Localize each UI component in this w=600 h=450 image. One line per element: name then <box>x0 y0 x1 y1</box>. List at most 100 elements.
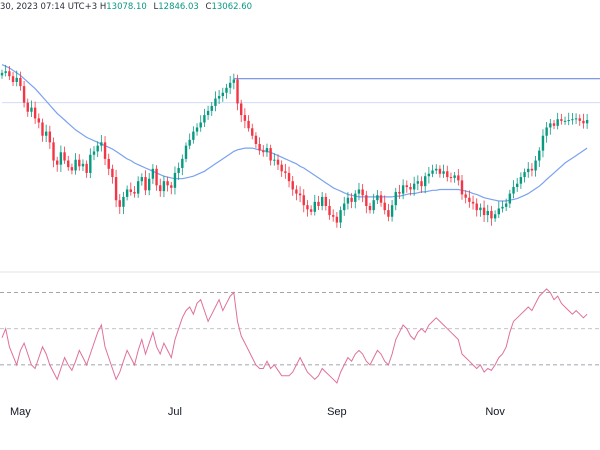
candle[interactable] <box>486 204 489 223</box>
candle[interactable] <box>133 185 136 198</box>
candle[interactable] <box>571 113 574 125</box>
candle[interactable] <box>30 100 33 118</box>
candle[interactable] <box>70 163 74 175</box>
candle[interactable] <box>48 125 52 149</box>
candle[interactable] <box>254 132 258 148</box>
candle[interactable] <box>376 189 379 205</box>
candle[interactable] <box>251 123 254 140</box>
candle[interactable] <box>446 165 449 182</box>
candle[interactable] <box>0 69 4 79</box>
candle[interactable] <box>37 113 40 129</box>
candle[interactable] <box>475 198 478 217</box>
candle[interactable] <box>287 166 291 188</box>
candle[interactable] <box>516 177 519 192</box>
candle[interactable] <box>41 118 44 142</box>
candle[interactable] <box>560 113 563 125</box>
candle[interactable] <box>501 200 504 213</box>
candle[interactable] <box>155 165 158 191</box>
candle[interactable] <box>538 147 541 167</box>
candle[interactable] <box>217 90 221 105</box>
candle[interactable] <box>118 194 121 214</box>
candle[interactable] <box>354 190 357 209</box>
candle[interactable] <box>390 200 394 222</box>
candle[interactable] <box>125 185 129 201</box>
candle[interactable] <box>372 193 375 214</box>
candle[interactable] <box>361 184 364 203</box>
candle[interactable] <box>567 112 570 126</box>
candle[interactable] <box>96 141 99 158</box>
candle[interactable] <box>56 156 59 172</box>
candle[interactable] <box>103 136 107 165</box>
candle[interactable] <box>490 205 493 226</box>
candle[interactable] <box>177 162 180 180</box>
candle[interactable] <box>508 189 512 208</box>
candle[interactable] <box>405 180 408 193</box>
candle[interactable] <box>493 210 497 222</box>
candle[interactable] <box>232 73 236 90</box>
candle[interactable] <box>63 146 66 164</box>
candle[interactable] <box>284 163 287 179</box>
candle[interactable] <box>111 164 114 184</box>
candle[interactable] <box>339 206 342 228</box>
candle[interactable] <box>431 164 434 178</box>
candle[interactable] <box>33 101 37 124</box>
candle[interactable] <box>22 81 26 108</box>
candle[interactable] <box>144 170 147 196</box>
candle[interactable] <box>19 71 22 91</box>
candle[interactable] <box>368 202 372 214</box>
candle[interactable] <box>258 137 261 155</box>
candle[interactable] <box>545 122 548 143</box>
candle[interactable] <box>184 142 188 163</box>
candle[interactable] <box>140 173 144 186</box>
candle[interactable] <box>512 180 515 199</box>
candle[interactable] <box>401 179 405 200</box>
candle[interactable] <box>273 153 276 166</box>
candle[interactable] <box>15 70 18 87</box>
candle[interactable] <box>442 164 445 178</box>
candle[interactable] <box>519 172 523 189</box>
candle[interactable] <box>324 193 328 211</box>
candle[interactable] <box>236 74 239 111</box>
candle[interactable] <box>435 164 438 175</box>
candle[interactable] <box>578 114 581 126</box>
candle[interactable] <box>302 189 305 213</box>
candle[interactable] <box>159 178 162 197</box>
price-pane[interactable] <box>0 64 600 228</box>
candle[interactable] <box>262 145 265 157</box>
candle[interactable] <box>343 196 346 216</box>
candle[interactable] <box>394 187 397 211</box>
candle[interactable] <box>383 195 386 215</box>
candle[interactable] <box>129 182 132 196</box>
candle[interactable] <box>379 191 383 207</box>
candle[interactable] <box>497 201 500 218</box>
candle[interactable] <box>52 137 55 168</box>
candle[interactable] <box>114 169 118 208</box>
candle[interactable] <box>585 113 589 129</box>
candle[interactable] <box>92 146 96 161</box>
candle[interactable] <box>136 176 140 198</box>
candle[interactable] <box>523 168 526 183</box>
candle[interactable] <box>247 115 250 132</box>
candle[interactable] <box>67 155 70 171</box>
candle[interactable] <box>365 190 368 214</box>
candle[interactable] <box>438 165 442 178</box>
candle[interactable] <box>306 200 309 217</box>
candle[interactable] <box>203 108 206 128</box>
candle[interactable] <box>291 175 294 196</box>
candle[interactable] <box>335 212 339 228</box>
candle[interactable] <box>471 195 475 210</box>
candle[interactable] <box>162 175 166 198</box>
candle[interactable] <box>317 195 320 210</box>
candle[interactable] <box>192 126 195 144</box>
candle[interactable] <box>210 101 213 116</box>
candle[interactable] <box>243 108 247 129</box>
candle[interactable] <box>170 181 173 195</box>
candle[interactable] <box>85 160 88 178</box>
candle[interactable] <box>100 134 103 152</box>
candle[interactable] <box>563 116 567 125</box>
candle[interactable] <box>468 190 471 208</box>
candle[interactable] <box>188 133 191 150</box>
candle[interactable] <box>280 160 283 177</box>
candle[interactable] <box>420 176 423 193</box>
